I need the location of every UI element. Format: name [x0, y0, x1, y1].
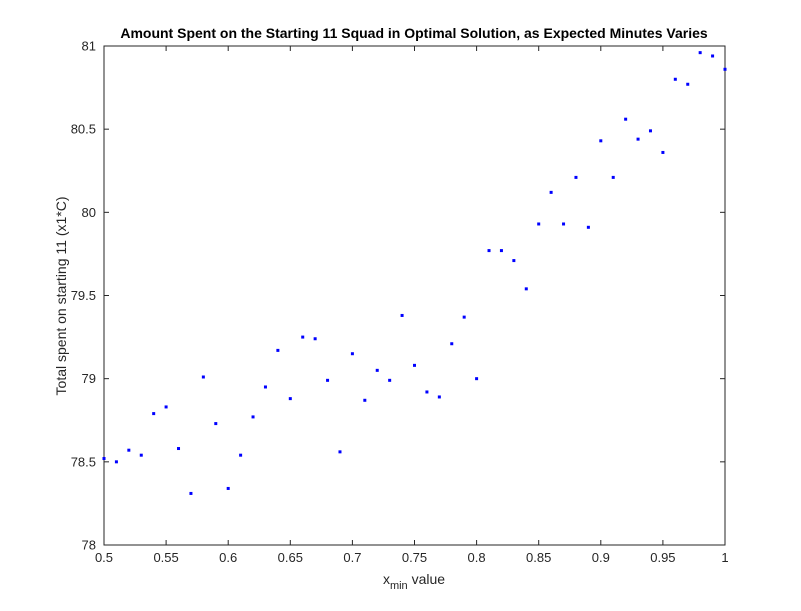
data-point: [201, 375, 205, 379]
y-tick-label: 78.5: [71, 454, 96, 469]
data-point: [450, 342, 454, 346]
data-point: [326, 378, 330, 382]
data-point: [214, 422, 218, 426]
data-point: [338, 450, 342, 454]
data-point: [276, 348, 280, 352]
data-point: [562, 222, 566, 226]
data-point: [313, 337, 317, 341]
data-points: [102, 51, 727, 495]
data-point: [114, 460, 118, 464]
x-tick-label: 0.7: [343, 550, 361, 565]
data-point: [152, 412, 156, 416]
data-point: [723, 67, 727, 71]
data-point: [599, 139, 603, 143]
y-tick-label: 78: [82, 538, 96, 553]
data-point: [288, 397, 292, 401]
data-point: [487, 249, 491, 253]
y-tick-label: 80.5: [71, 122, 96, 137]
y-axis-label: Total spent on starting 11 (x1*C): [53, 197, 69, 396]
data-point: [686, 82, 690, 86]
y-axis-ticks: 78 78.5 79 79.5 80 80.5 81: [71, 39, 725, 553]
data-point: [648, 129, 652, 133]
x-tick-label: 0.9: [592, 550, 610, 565]
x-tick-label: 0.8: [468, 550, 486, 565]
data-point: [512, 259, 516, 263]
data-point: [549, 190, 553, 194]
data-point: [350, 352, 354, 356]
data-point: [661, 150, 665, 154]
data-point: [301, 335, 305, 339]
x-tick-label: 0.6: [219, 550, 237, 565]
x-axis-label-main: x: [383, 571, 390, 587]
data-point: [574, 175, 578, 179]
data-point: [462, 315, 466, 319]
x-tick-label: 0.75: [402, 550, 427, 565]
chart-title: Amount Spent on the Starting 11 Squad in…: [120, 25, 708, 41]
data-point: [139, 453, 143, 457]
x-axis-label-suffix: value: [408, 571, 446, 587]
data-point: [164, 405, 168, 409]
data-point: [102, 457, 106, 461]
plot-area-box: [103, 45, 726, 546]
data-point: [239, 453, 243, 457]
data-point: [363, 398, 367, 402]
data-point: [499, 249, 503, 253]
data-point: [251, 415, 255, 419]
data-point: [586, 225, 590, 229]
y-tick-label: 79.5: [71, 288, 96, 303]
x-axis-label-subscript: min: [390, 580, 408, 592]
data-point: [636, 137, 640, 141]
data-point: [711, 54, 715, 58]
x-tick-label: 0.95: [650, 550, 675, 565]
data-point: [177, 447, 181, 451]
x-tick-label: 0.55: [153, 550, 178, 565]
data-point: [400, 313, 404, 317]
y-tick-label: 80: [82, 205, 96, 220]
data-point: [425, 390, 429, 394]
data-point: [437, 395, 441, 399]
data-point: [127, 448, 131, 452]
data-point: [263, 385, 267, 389]
y-tick-label: 79: [82, 371, 96, 386]
data-point: [189, 491, 193, 495]
data-point: [624, 117, 628, 121]
x-tick-label: 0.5: [95, 550, 113, 565]
data-point: [611, 175, 615, 179]
data-point: [413, 363, 416, 367]
data-point: [698, 51, 702, 55]
x-tick-label: 0.85: [526, 550, 551, 565]
data-point: [673, 77, 677, 81]
data-point: [524, 287, 528, 291]
x-tick-label: 1: [721, 550, 728, 565]
data-point: [537, 222, 541, 226]
data-point: [388, 378, 392, 382]
data-point: [475, 377, 479, 381]
data-point: [375, 368, 379, 372]
x-axis-ticks: 0.5 0.55 0.6 0.65 0.7 0.75 0.8 0.85 0.9 0.95 1: [95, 46, 729, 565]
y-tick-label: 81: [82, 39, 96, 54]
x-axis-label: xmin value: [383, 571, 445, 592]
x-tick-label: 0.65: [278, 550, 303, 565]
data-point: [226, 486, 230, 490]
